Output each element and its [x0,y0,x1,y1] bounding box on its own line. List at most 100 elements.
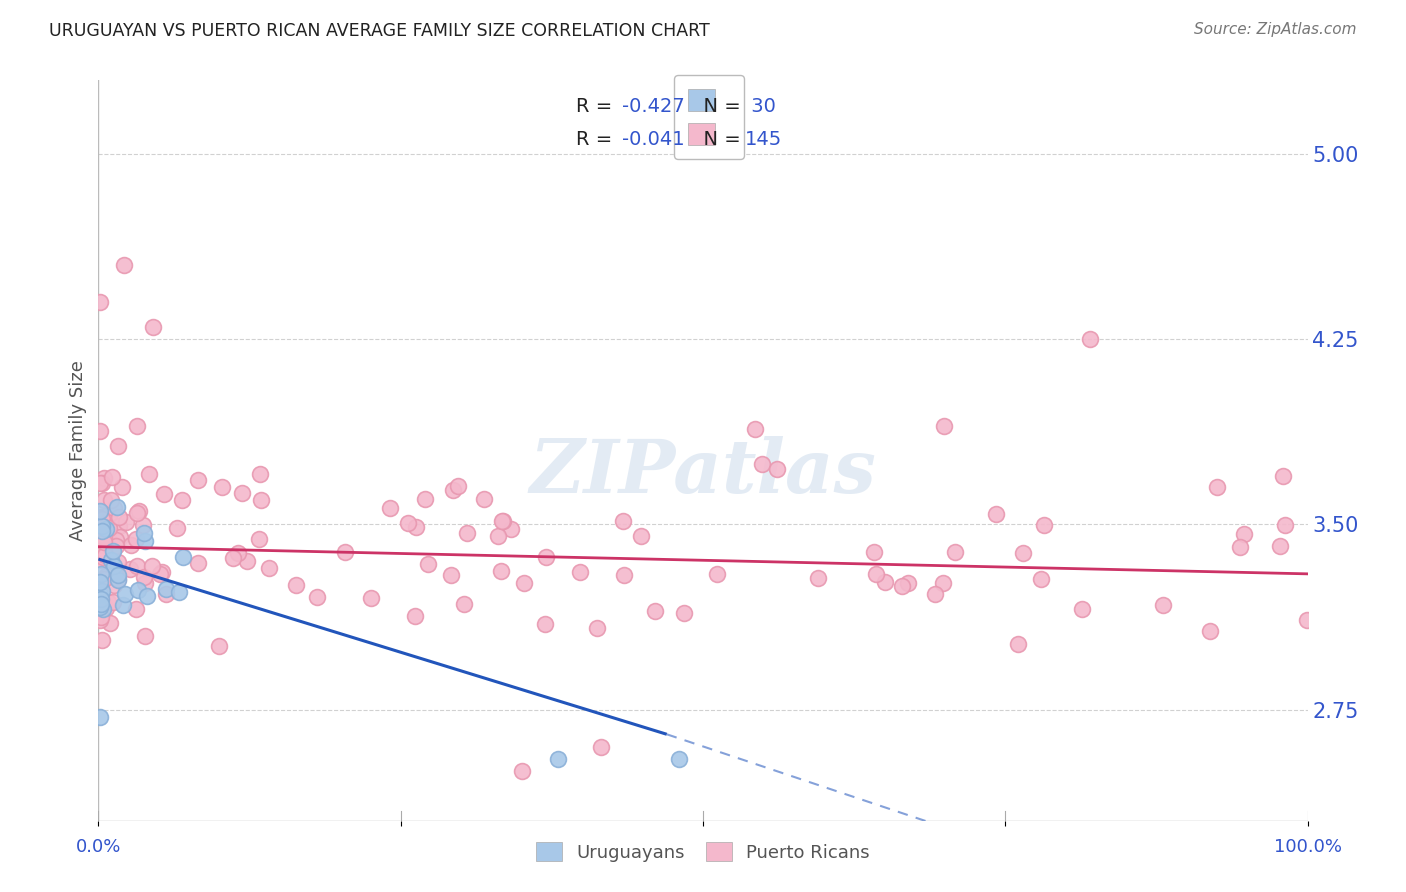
Point [172,550,194,565]
Point [447,479,470,493]
Point [89,599,111,614]
Point [249,532,271,546]
Point [101,470,124,484]
Point [405,519,427,533]
Point [91,518,114,533]
Point [125,533,148,547]
Point [862,545,884,559]
Point [90,597,112,611]
Point [108,518,131,533]
Point [166,521,188,535]
Point [98,524,121,538]
Point [1268,540,1291,554]
Point [807,571,830,585]
Point [138,467,160,481]
Point [491,514,513,528]
Point [134,575,156,590]
Point [94,600,117,615]
Text: 0.0%: 0.0% [76,838,121,856]
Point [1199,624,1222,638]
Point [91,550,114,565]
Point [93,573,115,587]
Point [132,518,155,533]
Point [644,604,666,618]
Point [167,585,190,599]
Text: N =: N = [690,130,747,149]
Point [111,598,134,612]
Point [93,535,115,549]
Point [100,541,122,556]
Point [103,559,125,574]
Point [127,507,149,521]
Point [91,601,114,615]
Point [1011,546,1033,560]
Point [536,549,558,564]
Point [134,533,156,548]
Point [170,493,193,508]
Point [613,567,636,582]
Point [751,457,773,471]
Point [90,567,112,582]
Point [1272,469,1295,483]
Point [222,551,245,566]
Point [103,566,125,580]
Point [257,560,280,574]
Point [93,544,115,558]
Point [89,528,111,542]
Point [96,517,118,532]
Point [90,610,112,624]
Point [107,568,129,582]
Point [101,595,124,609]
Point [111,480,134,494]
Point [984,508,1007,522]
Text: R =: R = [576,96,619,116]
Point [766,461,789,475]
Point [187,473,209,487]
Point [91,475,114,490]
Point [98,616,121,631]
Point [249,467,271,482]
Point [89,710,111,724]
Point [668,752,690,766]
Point [89,574,111,589]
Point [589,739,612,754]
Point [97,595,120,609]
Point [404,609,426,624]
Point [513,575,536,590]
Point [865,566,887,581]
Point [134,570,156,584]
Point [187,557,209,571]
Point [943,545,966,559]
Point [153,486,176,500]
Point [105,500,128,515]
Point [285,578,308,592]
Point [1033,518,1056,533]
Text: -0.041: -0.041 [621,130,685,149]
Text: -0.427: -0.427 [621,96,685,116]
Point [94,518,117,533]
Point [89,504,111,518]
Point [94,548,117,562]
Point [90,592,112,607]
Point [103,500,125,515]
Point [155,587,177,601]
Point [744,422,766,436]
Point [90,632,112,647]
Text: 145: 145 [745,130,783,149]
Point [897,576,920,591]
Point [1229,541,1251,555]
Point [931,576,953,591]
Point [472,492,495,507]
Point [89,586,111,600]
Point [307,591,329,605]
Point [112,259,135,273]
Point [418,557,440,571]
Point [98,521,121,535]
Point [114,587,136,601]
Point [89,614,111,628]
Point [107,438,129,452]
Point [100,552,122,566]
Point [89,424,111,438]
Point [103,544,125,558]
Point [93,471,115,485]
